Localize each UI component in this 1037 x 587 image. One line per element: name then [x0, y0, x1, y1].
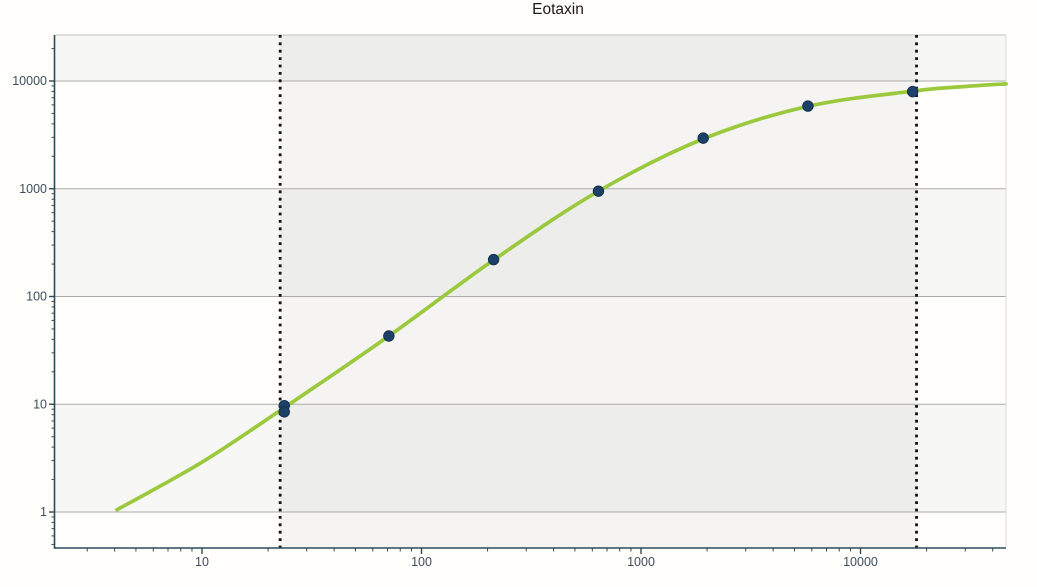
y-tick-label: 10 [33, 397, 47, 411]
data-point[interactable] [802, 100, 814, 112]
x-tick-label: 1000 [627, 555, 655, 569]
y-tick-label: 1000 [19, 182, 47, 196]
data-point[interactable] [592, 185, 605, 197]
decade-band [55, 188, 1006, 297]
decade-band [55, 404, 1006, 512]
x-tick-label: 10000 [843, 555, 878, 569]
data-point[interactable] [697, 132, 709, 144]
data-point[interactable] [487, 253, 500, 266]
x-tick-label: 100 [411, 555, 432, 569]
y-tick-label: 10000 [12, 74, 47, 88]
y-tick-label: 100 [26, 290, 47, 304]
quantifiable-range-band [280, 35, 917, 548]
data-point[interactable] [383, 330, 395, 342]
y-tick-label: 1 [40, 505, 47, 519]
x-tick-label: 10 [195, 555, 209, 569]
data-point[interactable] [906, 85, 919, 98]
data-point[interactable] [278, 406, 290, 418]
chart-title: Eotaxin [532, 1, 584, 18]
decade-band [55, 35, 1006, 81]
